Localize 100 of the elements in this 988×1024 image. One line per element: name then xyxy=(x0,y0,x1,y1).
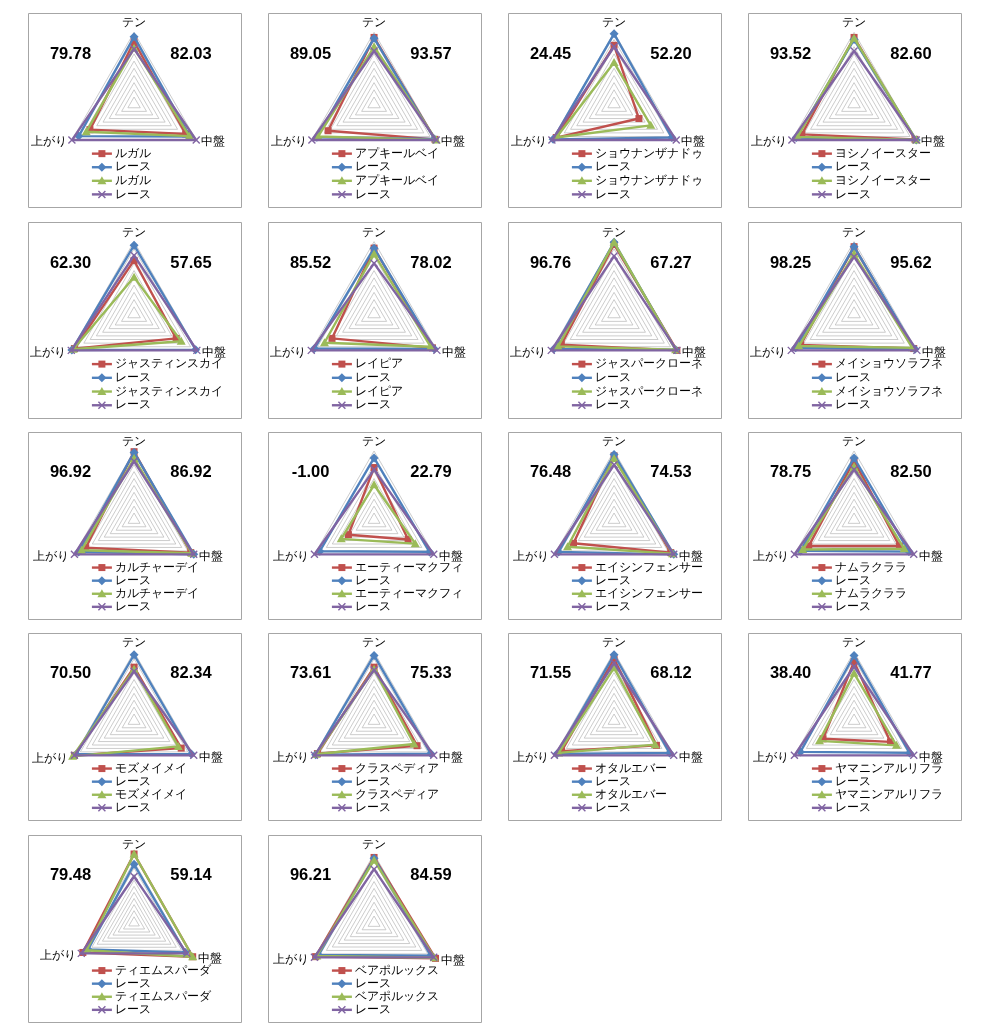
text: 86.92 xyxy=(170,461,212,480)
text: 84.59 xyxy=(410,864,452,883)
text: 24.45 xyxy=(529,44,572,63)
legend-label: ナムラクララ xyxy=(834,559,907,574)
spoke-label: テン xyxy=(602,15,627,30)
text: 96.21 xyxy=(289,864,332,883)
spoke-label: テン xyxy=(122,15,147,30)
spoke-label: 上がり xyxy=(30,344,67,359)
legend-label: ルガル xyxy=(114,172,151,187)
spoke-label: 上がり xyxy=(273,749,310,764)
legend-label: クラスペディア xyxy=(354,760,439,775)
text: 79.48 xyxy=(49,864,92,883)
text: 71.55 xyxy=(529,662,572,681)
text: 85.52 xyxy=(289,253,332,272)
spoke-label: 中盤 xyxy=(678,749,703,764)
legend-label: ナムラクララ xyxy=(834,585,907,600)
text: 96.76 xyxy=(529,253,572,272)
spoke-label: テン xyxy=(362,15,387,30)
spoke-label: 上がり xyxy=(273,951,310,966)
spoke-label: 上がり xyxy=(31,750,68,765)
legend-label: ルガル xyxy=(114,145,151,160)
legend-label: レース xyxy=(354,800,391,815)
legend-label: モズメイメイ xyxy=(114,786,187,801)
text: 96.92 xyxy=(49,461,92,480)
legend-label: クラスペディア xyxy=(354,786,439,801)
text: 95.62 xyxy=(890,253,932,272)
text: 82.60 xyxy=(890,44,932,63)
legend-label: ヤマニンアルリフラ xyxy=(834,786,943,801)
legend-label: アプキールベイ xyxy=(354,172,439,187)
spoke-label: 中盤 xyxy=(921,344,946,359)
spoke-label: 上がり xyxy=(33,548,70,563)
legend-label: ティエムスパーダ xyxy=(114,962,212,977)
spoke-label: 上がり xyxy=(270,344,307,359)
spoke-label: 上がり xyxy=(510,344,547,359)
spoke-label: 上がり xyxy=(513,749,550,764)
text: -1.00 xyxy=(291,461,330,480)
legend-label: レース xyxy=(354,369,391,384)
legend-label: レース xyxy=(594,369,631,384)
text: 22.79 xyxy=(410,461,452,480)
spoke-label: 中盤 xyxy=(681,344,706,359)
text: 52.20 xyxy=(650,44,692,63)
text: 59.14 xyxy=(170,864,213,883)
spoke-label: 中盤 xyxy=(198,749,223,764)
text: 93.57 xyxy=(410,44,452,63)
legend-label: レース xyxy=(354,599,391,614)
legend-label: ショウナンザナドゥ xyxy=(594,172,703,187)
spoke-label: 中盤 xyxy=(441,344,466,359)
legend-label: レース xyxy=(114,773,151,788)
spoke-label: テン xyxy=(842,635,867,649)
spoke-label: テン xyxy=(602,224,627,239)
text: 41.77 xyxy=(890,662,932,681)
spoke-label: 中盤 xyxy=(201,344,226,359)
legend-label: カルチャーデイ xyxy=(114,559,199,574)
legend-label: ジャスティンスカイ xyxy=(114,383,223,398)
spoke-label: 上がり xyxy=(753,749,790,764)
text: 98.25 xyxy=(769,253,812,272)
spoke-label: 上がり xyxy=(753,548,790,563)
text: 68.12 xyxy=(650,662,692,681)
spoke-label: テン xyxy=(842,434,867,448)
legend-label: レース xyxy=(114,1002,151,1017)
legend-label: メイショウソラフネ xyxy=(834,383,943,398)
spoke-label: 中盤 xyxy=(438,749,463,764)
legend-label: レース xyxy=(834,572,871,587)
text: 57.65 xyxy=(170,253,212,272)
spoke-label: テン xyxy=(122,224,147,239)
legend-label: レース xyxy=(594,599,631,614)
legend-label: ベアポルックス xyxy=(354,962,439,977)
legend-label: レース xyxy=(594,572,631,587)
legend-label: レース xyxy=(594,186,631,201)
spoke-label: テン xyxy=(362,837,387,851)
legend-label: レース xyxy=(354,773,391,788)
spoke-label: 上がり xyxy=(513,548,550,563)
text: 78.75 xyxy=(769,461,812,480)
legend-label: レース xyxy=(114,397,151,412)
legend-label: オタルエバー xyxy=(594,760,667,775)
legend-label: レース xyxy=(834,599,871,614)
text: 74.53 xyxy=(650,461,692,480)
text: 67.27 xyxy=(650,253,692,272)
legend-label: カルチャーデイ xyxy=(114,585,199,600)
spoke-label: テン xyxy=(122,434,147,448)
legend-label: ベアポルックス xyxy=(354,988,439,1003)
legend-label: アプキールベイ xyxy=(354,145,439,160)
legend-label: ジャスティンスカイ xyxy=(114,356,223,371)
legend-label: レース xyxy=(114,159,151,174)
text: 75.33 xyxy=(410,662,452,681)
legend-label: レース xyxy=(834,397,871,412)
legend-label: ティエムスパーダ xyxy=(114,988,212,1003)
legend-label: モズメイメイ xyxy=(114,760,187,775)
legend-label: レース xyxy=(354,159,391,174)
spoke-label: 中盤 xyxy=(440,952,465,967)
legend-label: レース xyxy=(834,186,871,201)
text: 70.50 xyxy=(49,662,92,681)
spoke-label: テン xyxy=(602,434,627,448)
text: 79.78 xyxy=(49,44,92,63)
spoke-label: 中盤 xyxy=(441,134,466,149)
text: 82.34 xyxy=(170,662,213,681)
spoke-label: 中盤 xyxy=(918,749,943,764)
text: 73.61 xyxy=(289,662,332,681)
legend-label: レース xyxy=(354,397,391,412)
spoke-label: 上がり xyxy=(750,134,787,149)
